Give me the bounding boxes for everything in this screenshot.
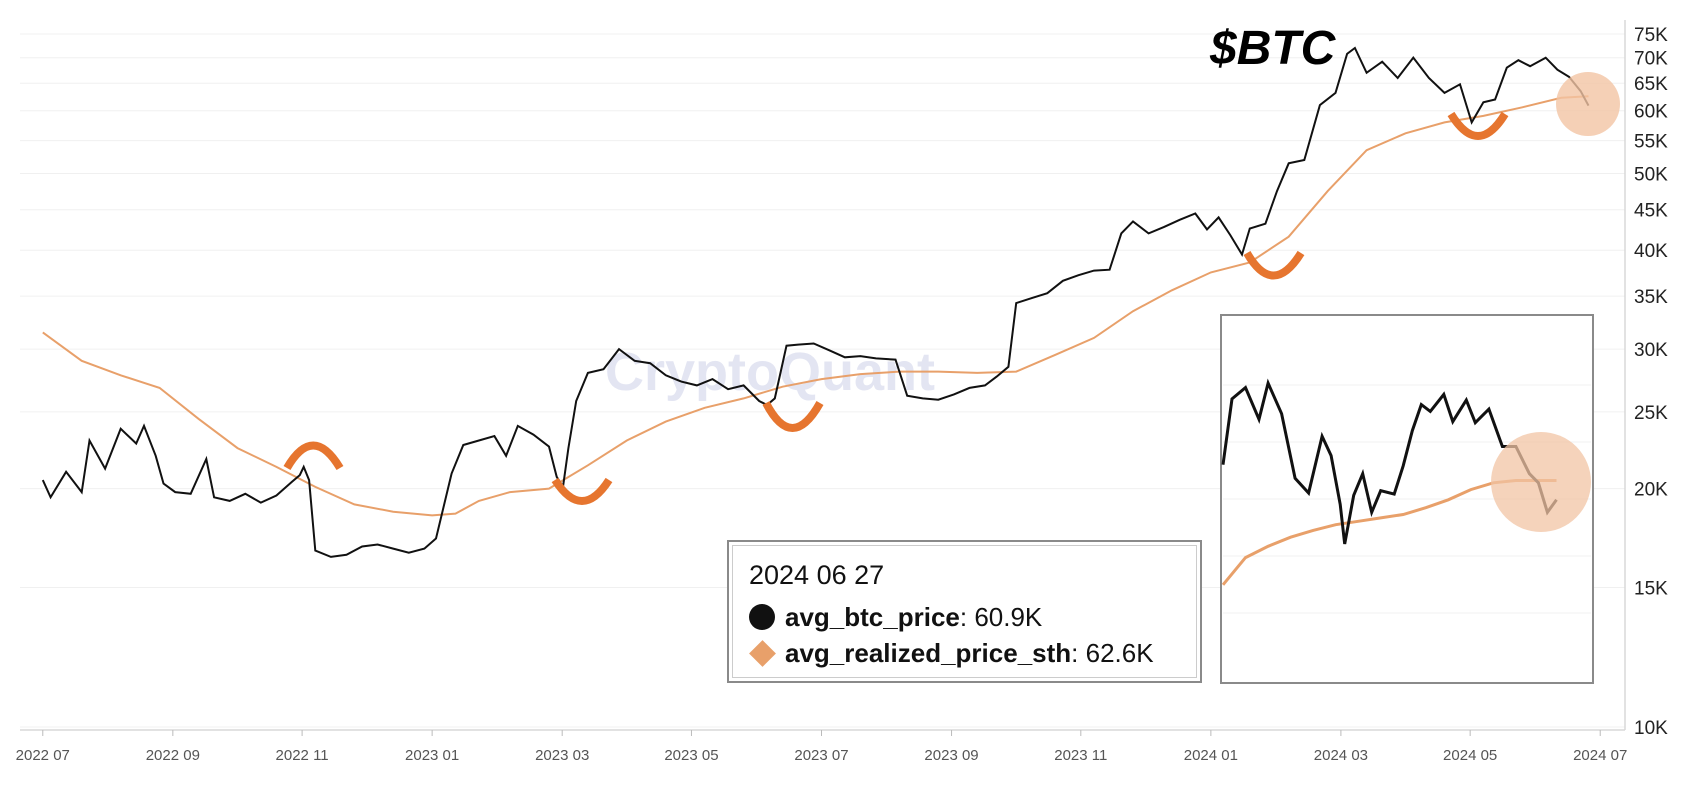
inset-highlight-circle bbox=[1491, 432, 1591, 532]
y-tick-label: 15K bbox=[1634, 579, 1668, 600]
chart-title: $BTC bbox=[1209, 22, 1337, 75]
legend-value-realized-price: : 62.6K bbox=[1071, 637, 1154, 668]
x-tick-label: 2022 11 bbox=[276, 747, 329, 764]
y-tick-label: 35K bbox=[1634, 287, 1668, 308]
x-axis-ticks: 2022 07 2022 09 2022 11 2023 01 2023 03 2023 … bbox=[16, 730, 1627, 764]
x-tick-label: 2022 09 bbox=[146, 747, 200, 764]
support-arc-annotation-3 bbox=[1243, 250, 1305, 280]
y-tick-label: 75K bbox=[1634, 25, 1668, 46]
inset-series-avg-btc-price bbox=[1221, 378, 1558, 545]
tooltip-legend: 2024 06 27 avg_btc_price: 60.9K avg_real… bbox=[727, 540, 1202, 683]
y-tick-label: 25K bbox=[1634, 403, 1668, 424]
x-tick-label: 2022 07 bbox=[16, 747, 70, 764]
legend-label-realized-price: avg_realized_price_sth bbox=[785, 637, 1072, 668]
legend-label-btc-price: avg_btc_price bbox=[785, 601, 960, 632]
y-tick-label: 20K bbox=[1634, 480, 1668, 501]
x-tick-label: 2023 05 bbox=[664, 747, 718, 764]
y-tick-label: 45K bbox=[1634, 201, 1668, 222]
y-tick-label: 40K bbox=[1634, 241, 1668, 262]
x-tick-label: 2024 07 bbox=[1573, 747, 1627, 764]
x-tick-label: 2023 01 bbox=[405, 747, 459, 764]
x-tick-label: 2023 09 bbox=[924, 747, 978, 764]
y-tick-label: 60K bbox=[1634, 102, 1668, 123]
legend-value-btc-price: : 60.9K bbox=[959, 601, 1043, 632]
x-tick-label: 2023 03 bbox=[535, 747, 589, 764]
support-arc-annotation-1 bbox=[551, 477, 613, 505]
y-tick-label: 65K bbox=[1634, 74, 1668, 95]
x-tick-label: 2023 07 bbox=[794, 747, 848, 764]
legend-item-btc-price: avg_btc_price: 60.9K bbox=[749, 599, 1180, 635]
x-tick-label: 2024 03 bbox=[1314, 747, 1368, 764]
y-tick-label: 70K bbox=[1634, 49, 1668, 70]
support-arc-annotation-2 bbox=[762, 400, 824, 432]
x-tick-label: 2024 05 bbox=[1443, 747, 1497, 764]
highlight-circle-annotation bbox=[1556, 72, 1620, 136]
y-tick-label: 50K bbox=[1634, 164, 1668, 185]
series-avg-btc-price bbox=[41, 46, 1590, 558]
y-tick-label: 30K bbox=[1634, 340, 1668, 361]
orange-diamond-icon bbox=[749, 639, 776, 667]
y-axis-ticks: 75K 70K 65K 60K 55K 50K 45K 40K 35K 30K 25K 20K 15K 1… bbox=[1634, 25, 1668, 739]
support-arc-annotation-4 bbox=[1447, 111, 1509, 140]
inset-panel bbox=[1220, 314, 1594, 684]
resistance-arc-annotation bbox=[283, 441, 344, 471]
y-tick-label: 10K bbox=[1634, 718, 1668, 739]
legend-date: 2024 06 27 bbox=[749, 560, 885, 590]
legend-item-realized-price: avg_realized_price_sth: 62.6K bbox=[749, 635, 1180, 671]
x-tick-label: 2023 11 bbox=[1054, 747, 1107, 764]
x-tick-label: 2024 01 bbox=[1184, 747, 1238, 764]
black-dot-icon bbox=[749, 604, 775, 630]
y-tick-label: 55K bbox=[1634, 132, 1668, 153]
